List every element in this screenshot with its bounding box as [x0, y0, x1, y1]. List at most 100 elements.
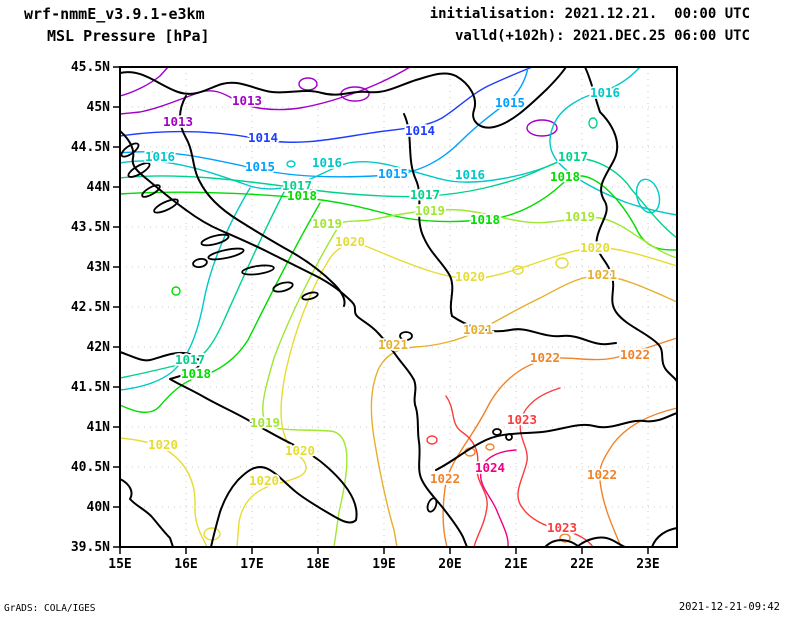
x-axis-label: 18E: [306, 557, 329, 572]
isobar-1015: [119, 66, 529, 178]
y-axis-label: 39.5N: [71, 540, 110, 555]
x-axis: 15E 16E 17E 18E 19E 20E 21E 22E 23E: [108, 547, 660, 572]
contour-label-1024: 1024: [475, 460, 505, 475]
contour-label-1017: 1017: [175, 352, 205, 367]
contour-label-1016: 1016: [455, 167, 485, 182]
y-axis: 45.5N 45N 44.5N 44N 43.5N 43N 42.5N 42N 41.5N 41N…: [71, 60, 120, 555]
contour-label-1013: 1013: [232, 93, 262, 108]
y-axis-label: 41.5N: [71, 380, 110, 395]
x-axis-label: 17E: [240, 557, 263, 572]
isobar-1017: [119, 157, 678, 239]
island: [207, 247, 245, 261]
lake-prespa: [505, 433, 513, 441]
contour-label-1013: 1013: [163, 114, 193, 129]
isobar-lines: [119, 66, 678, 548]
x-axis-label: 20E: [438, 557, 461, 572]
contour-label-1020: 1020: [455, 269, 485, 284]
init-time: initialisation: 2021.12.21. 00:00 UTC: [429, 6, 750, 22]
isobar-1023: [445, 395, 488, 548]
contour-label-1016: 1016: [145, 149, 175, 164]
coastline-aegean: [544, 536, 626, 548]
isobar-1023-loop: [426, 435, 438, 445]
isobar-1024: [479, 449, 517, 548]
isobar-1022: [442, 337, 678, 548]
contour-label-1020: 1020: [285, 443, 315, 458]
contour-label-1019: 1019: [565, 209, 595, 224]
x-axis-label: 22E: [570, 557, 593, 572]
y-axis-label: 40.5N: [71, 460, 110, 475]
contour-label-1014: 1014: [248, 130, 278, 145]
contour-label-1023: 1023: [507, 412, 537, 427]
contour-label-1017: 1017: [410, 187, 440, 202]
isobar-1016: [119, 160, 559, 190]
model-title: wrf-nmmE_v3.9.1-e3km: [24, 5, 205, 23]
y-axis-label: 43.5N: [71, 220, 110, 235]
contour-label-1016: 1016: [590, 85, 620, 100]
isobar-1016-loop: [635, 178, 661, 214]
contour-label-1021: 1021: [587, 267, 617, 282]
isobar-1018-loop: [171, 286, 181, 296]
adriatic-islands: [120, 142, 438, 513]
coastline-corner: [651, 527, 678, 548]
y-axis-label: 45.5N: [71, 60, 110, 75]
contour-label-1020: 1020: [580, 240, 610, 255]
coastlines-and-borders: [119, 66, 678, 548]
grads-credit: GrADS: COLA/IGES: [4, 603, 96, 614]
y-axis-label: 45N: [87, 100, 111, 115]
isobar-1016: [549, 66, 678, 216]
isobar-1020-loop: [203, 527, 221, 541]
border-sava-danube: [119, 66, 567, 129]
island: [272, 281, 294, 293]
x-axis-label: 15E: [108, 557, 131, 572]
island: [141, 184, 161, 198]
isobar-1020-loop: [555, 257, 569, 269]
lakes: [399, 331, 513, 441]
contour-label-1019: 1019: [250, 415, 280, 430]
contour-label-1018: 1018: [181, 366, 211, 381]
y-axis-label: 42N: [87, 340, 111, 355]
x-axis-label: 19E: [372, 557, 395, 572]
isobar-1020: [236, 243, 678, 548]
island: [241, 264, 275, 276]
isobar-1020-loop: [512, 265, 524, 275]
contour-label-1020: 1020: [148, 437, 178, 452]
x-axis-label: 21E: [504, 557, 527, 572]
coastline-italy-tyrrhenian: [119, 478, 174, 548]
contour-label-1022: 1022: [587, 467, 617, 482]
contour-label-1017: 1017: [282, 178, 312, 193]
contour-label-1015: 1015: [378, 166, 408, 181]
coastline-adriatic-east: [119, 130, 468, 548]
contour-label-1018: 1018: [550, 169, 580, 184]
island: [120, 142, 140, 158]
isobar-1018: [119, 175, 678, 251]
contour-label-1022: 1022: [530, 350, 560, 365]
isobar-1017-loop: [588, 117, 598, 129]
lake-ohrid: [492, 428, 502, 436]
island: [200, 233, 230, 247]
coastline-italy-adriatic: [119, 351, 358, 548]
contour-label-1014: 1014: [405, 123, 435, 138]
contour-label-1021: 1021: [463, 322, 493, 337]
isobar-1020: [119, 437, 208, 548]
contour-label-1021: 1021: [378, 337, 408, 352]
isobar-1022-loop: [559, 533, 571, 543]
contour-label-1020: 1020: [249, 473, 279, 488]
isobar-1019: [262, 208, 678, 548]
contour-label-1015: 1015: [245, 159, 275, 174]
island: [301, 291, 319, 301]
contour-label-1022: 1022: [620, 347, 650, 362]
x-axis-label: 23E: [636, 557, 659, 572]
y-axis-label: 41N: [87, 420, 111, 435]
isobar-1013-loop: [298, 77, 318, 91]
island: [192, 257, 208, 269]
x-axis-label: 16E: [174, 557, 197, 572]
isobar-1013-loop: [526, 119, 558, 137]
contour-value-labels: 1013 1013 1014 1014 1015 1015 1015 1016 1016 1016…: [143, 83, 652, 537]
isobar-1014: [119, 66, 533, 143]
contour-label-1015: 1015: [495, 95, 525, 110]
y-axis-label: 44N: [87, 180, 111, 195]
isobar-1013: [119, 66, 169, 97]
isobar-1022-loop: [485, 443, 495, 451]
border-greece-north: [435, 412, 678, 471]
